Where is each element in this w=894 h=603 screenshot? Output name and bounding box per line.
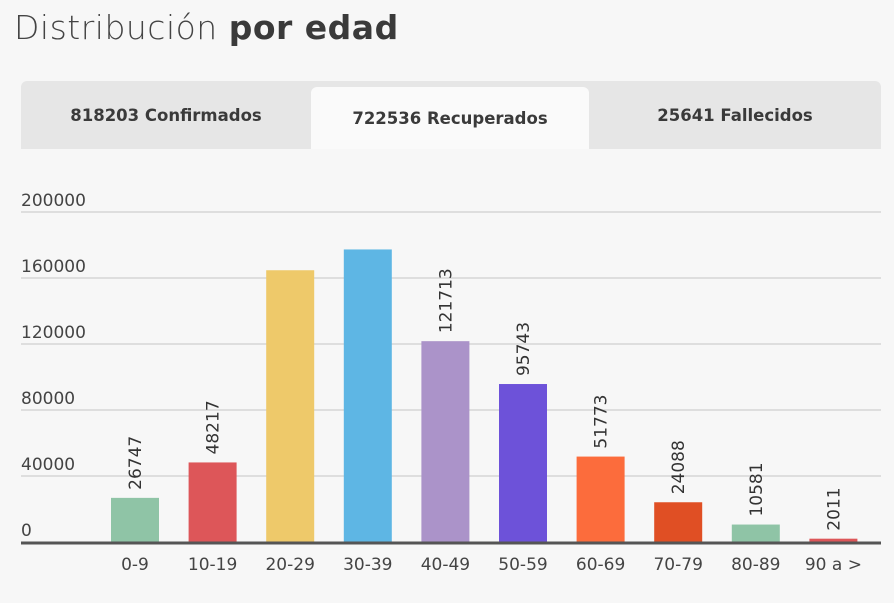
x-tick-label: 20-29: [265, 555, 314, 575]
x-tick-label: 10-19: [188, 555, 237, 575]
x-tick-label: 60-69: [576, 555, 625, 575]
bar-value-label: 26747: [126, 436, 146, 490]
x-tick-label: 0-9: [121, 555, 149, 575]
x-tick-label: 50-59: [498, 555, 547, 575]
x-tick-label: 30-39: [343, 555, 392, 575]
bar-10-19: [188, 462, 237, 542]
bar-30-39: [343, 249, 392, 542]
bar-70-79: [654, 502, 703, 542]
y-tick-label: 120000: [21, 323, 86, 343]
bar-value-label: 48217: [204, 400, 224, 454]
tab-bar: 818203 Confirmados 722536 Recuperados 25…: [21, 81, 881, 149]
bar-40-49: [421, 341, 470, 542]
x-tick-label: 90 a >: [805, 555, 862, 575]
bar-value-label: 121713: [436, 268, 456, 333]
x-tick-label: 80-89: [731, 555, 780, 575]
page-title: Distribución por edad: [14, 8, 399, 47]
page-title-bold: por edad: [228, 8, 399, 47]
bar-20-29: [266, 270, 315, 542]
bar-value-label: 2011: [824, 487, 844, 530]
y-tick-label: 160000: [21, 257, 86, 277]
tab-confirmados[interactable]: 818203 Confirmados: [70, 105, 262, 125]
bar-90-a-: [809, 538, 858, 542]
age-distribution-chart: 0 40000 80000 120000 160000 200000 26747 0-9 482…: [21, 191, 881, 575]
x-tick-label: 40-49: [421, 555, 470, 575]
bar-value-label: 95743: [514, 322, 534, 376]
bar-value-label: 51773: [592, 394, 612, 448]
bar-0-9: [111, 497, 159, 542]
y-tick-label: 200000: [21, 191, 86, 211]
bar-value-label: 10581: [747, 462, 767, 516]
y-tick-label: 0: [21, 521, 32, 541]
bar-value-label: 24088: [669, 440, 689, 494]
x-tick-label: 70-79: [653, 555, 702, 575]
bar-60-69: [576, 456, 625, 542]
y-tick-label: 40000: [21, 455, 75, 475]
bar-80-89: [731, 524, 780, 542]
bar-50-59: [499, 384, 547, 542]
y-tick-label: 80000: [21, 389, 75, 409]
tab-fallecidos[interactable]: 25641 Fallecidos: [657, 105, 813, 125]
page-title-light: Distribución: [14, 8, 218, 47]
tab-recuperados[interactable]: 722536 Recuperados: [311, 87, 589, 149]
